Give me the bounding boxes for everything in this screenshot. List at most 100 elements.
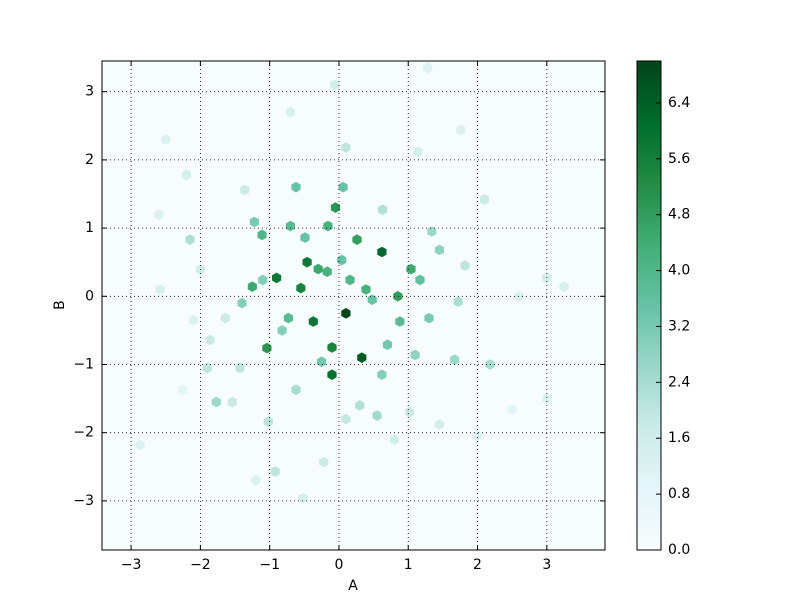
colorbar-tick-label: 4.8 <box>668 207 690 223</box>
hex-cell <box>357 352 367 363</box>
x-tick-label: −3 <box>121 557 142 573</box>
hex-cell <box>155 284 165 295</box>
hex-cell <box>237 297 247 309</box>
x-tick-label: 2 <box>473 557 482 573</box>
y-tick-label: −3 <box>73 493 94 509</box>
y-tick-label: 0 <box>85 288 94 304</box>
hex-cell <box>319 456 329 468</box>
colorbar-tick-label: 2.4 <box>668 374 690 390</box>
plot-background <box>102 61 605 550</box>
colorbar-tick-label: 1.6 <box>668 430 690 446</box>
hex-cell <box>272 272 282 284</box>
hex-cell <box>378 204 388 215</box>
hex-cell <box>249 216 259 228</box>
hex-cell <box>308 316 318 327</box>
hex-cell <box>258 274 268 286</box>
x-tick-label: −1 <box>259 557 280 573</box>
hex-cell <box>427 226 437 237</box>
hex-cell <box>327 342 337 353</box>
colorbar-tick-label: 0.8 <box>668 486 690 502</box>
hex-cell <box>154 209 164 220</box>
colorbar-tick-label: 3.2 <box>668 318 690 334</box>
hex-cell <box>382 339 392 350</box>
hex-cell <box>211 396 221 408</box>
hex-cell <box>277 325 287 336</box>
hex-cell <box>283 312 293 324</box>
hex-cell <box>410 349 420 361</box>
hex-cell <box>257 229 267 241</box>
hex-cell <box>352 234 362 245</box>
hex-cell <box>188 314 198 326</box>
hex-cell <box>542 393 552 404</box>
hex-cell <box>406 263 416 275</box>
hex-cell <box>185 234 195 245</box>
hex-cell <box>413 146 423 157</box>
hex-cell <box>181 169 192 181</box>
hex-cell <box>291 181 301 193</box>
hex-cell <box>341 413 351 425</box>
hex-cell <box>423 62 433 74</box>
hex-cell <box>345 274 355 286</box>
y-tick-label: 1 <box>85 220 94 236</box>
hex-cell <box>434 244 444 256</box>
hex-cell <box>341 308 351 319</box>
hex-cell <box>507 404 517 415</box>
hex-cell <box>434 419 444 430</box>
hex-cell <box>263 416 273 428</box>
hex-cell <box>240 184 250 196</box>
hex-cell <box>393 291 403 302</box>
hex-cell <box>317 356 327 368</box>
hex-cell <box>327 369 337 380</box>
hex-cell <box>296 282 306 294</box>
colorbar-tick-label: 6.4 <box>668 95 690 111</box>
colorbar-tick-label: 4.0 <box>668 263 690 279</box>
hex-cell <box>472 430 483 442</box>
hex-cell <box>227 396 237 408</box>
hex-cell <box>367 294 377 305</box>
hex-cell <box>389 434 399 445</box>
hex-cell <box>355 400 365 411</box>
hex-cell <box>161 134 171 145</box>
hexbins <box>135 62 569 504</box>
colorbar-tick-label: 0.0 <box>668 542 690 558</box>
hex-cell <box>337 254 347 266</box>
hex-cell <box>330 79 340 91</box>
hex-cell <box>235 362 245 374</box>
hex-cell <box>285 106 295 118</box>
hex-cell <box>372 410 382 421</box>
hex-cell <box>247 281 257 292</box>
hex-cell <box>415 274 425 286</box>
hex-cell <box>405 406 415 418</box>
hex-cell <box>514 291 524 302</box>
hex-cell <box>251 475 261 486</box>
colorbar-tick-label: 5.6 <box>668 151 690 167</box>
y-tick-label: 3 <box>85 84 94 100</box>
y-axis-label: B <box>52 300 68 310</box>
hex-cell <box>135 439 145 451</box>
hex-cell <box>377 369 387 380</box>
hex-cell <box>450 354 460 365</box>
hex-cell <box>424 312 434 324</box>
hex-cell <box>298 492 308 504</box>
y-tick-label: −2 <box>73 425 94 441</box>
hex-cell <box>377 246 387 258</box>
plot-frame <box>101 60 606 551</box>
hex-cell <box>177 384 187 395</box>
x-axis-label: A <box>348 578 358 594</box>
hex-cell <box>453 296 463 307</box>
hex-cell <box>341 142 351 153</box>
hex-cell <box>395 316 405 327</box>
x-tick-label: 1 <box>404 557 413 573</box>
colorbar <box>636 60 662 551</box>
hex-cell <box>270 466 280 477</box>
hex-cell <box>220 312 230 324</box>
hex-cell <box>338 181 348 193</box>
hex-cell <box>313 263 323 275</box>
hex-cell <box>456 124 466 136</box>
hex-cell <box>202 362 212 374</box>
hex-cell <box>262 342 272 354</box>
hex-cell <box>460 260 470 271</box>
x-tick-label: −2 <box>190 557 211 573</box>
x-tick-label: 0 <box>334 557 343 573</box>
hex-cell <box>559 281 569 292</box>
